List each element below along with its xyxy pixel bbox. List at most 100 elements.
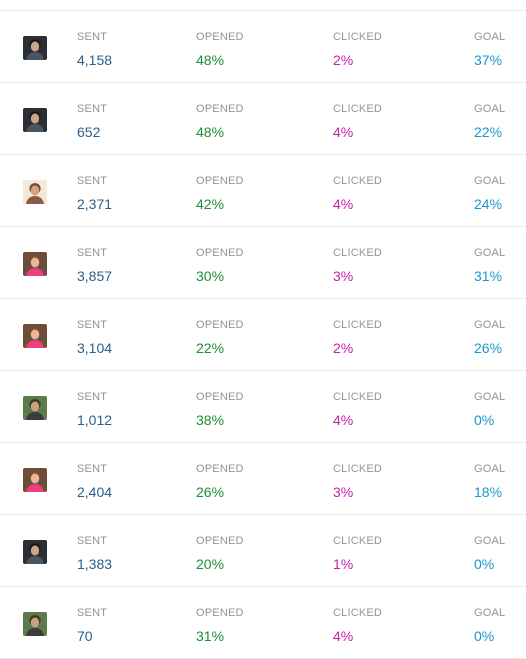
list-item[interactable]: SENT 652 OPENED 48% CLICKED 4% GOAL 22% (0, 83, 526, 155)
clicked-label: CLICKED (333, 391, 383, 403)
opened-label: OPENED (196, 607, 244, 619)
list-item[interactable]: SENT 2,404 OPENED 26% CLICKED 3% GOAL 18… (0, 443, 526, 515)
clicked-label: CLICKED (333, 31, 383, 43)
opened-label: OPENED (196, 319, 244, 331)
clicked-stat: CLICKED 3% (333, 247, 382, 285)
avatar (23, 108, 47, 132)
clicked-value: 3% (333, 268, 354, 284)
clicked-stat: CLICKED 3% (333, 463, 382, 501)
list-item[interactable]: SENT 4,158 OPENED 48% CLICKED 2% GOAL 37… (0, 11, 526, 83)
clicked-value: 2% (333, 340, 354, 356)
opened-stat: OPENED 30% (196, 247, 244, 285)
sent-stat: SENT 3,104 (77, 319, 112, 357)
goal-stat: GOAL 0% (474, 607, 505, 645)
avatar-image (23, 108, 47, 132)
opened-value: 20% (196, 556, 225, 572)
avatar (23, 612, 47, 636)
goal-value: 26% (474, 340, 503, 356)
goal-label: GOAL (474, 535, 506, 547)
sent-label: SENT (77, 103, 108, 115)
goal-value: 0% (474, 628, 495, 644)
avatar-image (23, 396, 47, 420)
sent-label: SENT (77, 319, 108, 331)
clicked-value: 1% (333, 556, 354, 572)
sent-label: SENT (77, 535, 108, 547)
sent-value: 70 (77, 628, 93, 644)
sent-stat: SENT 4,158 (77, 31, 112, 69)
sent-label: SENT (77, 31, 108, 43)
clicked-stat: CLICKED 2% (333, 31, 382, 69)
opened-value: 22% (196, 340, 225, 356)
sent-label: SENT (77, 247, 108, 259)
opened-stat: OPENED 31% (196, 607, 244, 645)
opened-label: OPENED (196, 175, 244, 187)
opened-stat: OPENED 26% (196, 463, 244, 501)
list-item[interactable]: SENT 2,371 OPENED 42% CLICKED 4% GOAL 24… (0, 155, 526, 227)
goal-label: GOAL (474, 103, 506, 115)
opened-value: 31% (196, 628, 225, 644)
avatar (23, 36, 47, 60)
avatar (23, 180, 47, 204)
avatar-image (23, 324, 47, 348)
sent-stat: SENT 652 (77, 103, 107, 141)
goal-label: GOAL (474, 607, 506, 619)
list-item[interactable]: SENT 3,104 OPENED 22% CLICKED 2% GOAL 26… (0, 299, 526, 371)
opened-value: 48% (196, 52, 225, 68)
goal-value: 31% (474, 268, 503, 284)
opened-label: OPENED (196, 31, 244, 43)
clicked-stat: CLICKED 4% (333, 175, 382, 213)
goal-value: 24% (474, 196, 503, 212)
clicked-value: 4% (333, 124, 354, 140)
clicked-label: CLICKED (333, 319, 383, 331)
avatar-image (23, 612, 47, 636)
clicked-value: 3% (333, 484, 354, 500)
goal-label: GOAL (474, 175, 506, 187)
avatar (23, 252, 47, 276)
clicked-label: CLICKED (333, 175, 383, 187)
sent-label: SENT (77, 463, 108, 475)
sent-value: 3,104 (77, 340, 113, 356)
clicked-stat: CLICKED 2% (333, 319, 382, 357)
sent-stat: SENT 2,371 (77, 175, 112, 213)
clicked-label: CLICKED (333, 103, 383, 115)
opened-stat: OPENED 48% (196, 103, 244, 141)
goal-label: GOAL (474, 463, 506, 475)
goal-value: 0% (474, 556, 495, 572)
sent-label: SENT (77, 391, 108, 403)
opened-stat: OPENED 20% (196, 535, 244, 573)
list-item[interactable]: SENT 1,012 OPENED 38% CLICKED 4% GOAL 0% (0, 371, 526, 443)
opened-stat: OPENED 22% (196, 319, 244, 357)
goal-value: 18% (474, 484, 503, 500)
goal-stat: GOAL 31% (474, 247, 505, 285)
avatar-image (23, 36, 47, 60)
avatar-image (23, 252, 47, 276)
goal-stat: GOAL 26% (474, 319, 505, 357)
opened-label: OPENED (196, 103, 244, 115)
opened-value: 38% (196, 412, 225, 428)
opened-value: 48% (196, 124, 225, 140)
avatar (23, 324, 47, 348)
sent-label: SENT (77, 175, 108, 187)
sent-value: 2,404 (77, 484, 113, 500)
clicked-label: CLICKED (333, 535, 383, 547)
avatar-image (23, 180, 47, 204)
opened-label: OPENED (196, 463, 244, 475)
sent-value: 2,371 (77, 196, 113, 212)
goal-stat: GOAL 24% (474, 175, 505, 213)
opened-label: OPENED (196, 391, 244, 403)
goal-label: GOAL (474, 391, 506, 403)
clicked-stat: CLICKED 4% (333, 103, 382, 141)
list-item[interactable]: SENT 3,857 OPENED 30% CLICKED 3% GOAL 31… (0, 227, 526, 299)
opened-value: 30% (196, 268, 225, 284)
avatar (23, 468, 47, 492)
sent-stat: SENT 70 (77, 607, 107, 645)
list-item[interactable]: SENT 70 OPENED 31% CLICKED 4% GOAL 0% (0, 587, 526, 659)
clicked-stat: CLICKED 4% (333, 607, 382, 645)
opened-value: 26% (196, 484, 225, 500)
opened-label: OPENED (196, 247, 244, 259)
list-item[interactable]: SENT 1,383 OPENED 20% CLICKED 1% GOAL 0% (0, 515, 526, 587)
avatar (23, 396, 47, 420)
avatar-image (23, 540, 47, 564)
sent-value: 652 (77, 124, 101, 140)
opened-stat: OPENED 38% (196, 391, 244, 429)
